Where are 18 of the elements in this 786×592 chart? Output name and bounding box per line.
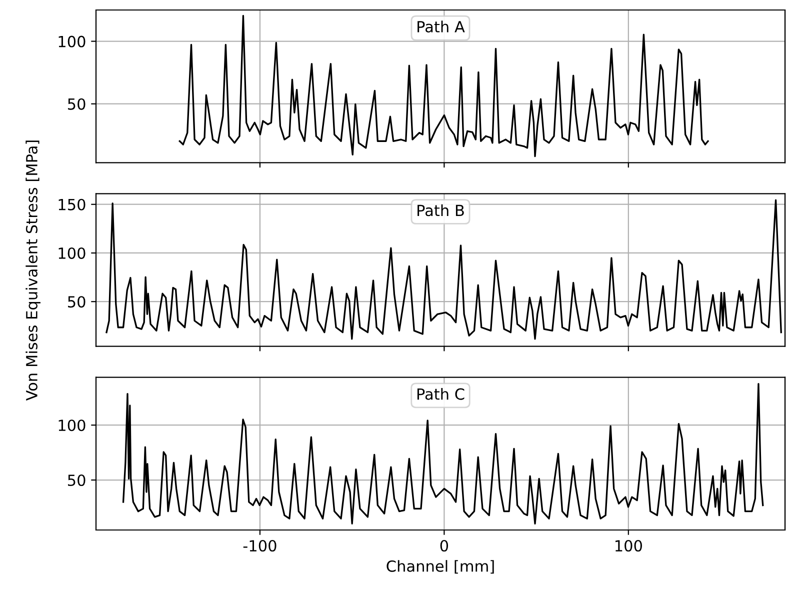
y-axis-title: Von Mises Equivalent Stress [MPa] [26, 140, 40, 401]
y-tick-label: 50 [68, 98, 86, 110]
x-tick-label: 100 [616, 540, 642, 552]
line-series [106, 199, 782, 340]
text: Path B [418, 204, 464, 216]
line-series [178, 14, 709, 158]
y-tick-label: 100 [58, 247, 86, 260]
y-tick-label: 100 [58, 36, 86, 48]
x-tick-label: 0 [440, 540, 448, 552]
y-tick-label: 50 [68, 296, 86, 308]
y-tick-label: 50 [68, 474, 86, 486]
y-tick-label: 100 [58, 420, 86, 432]
text: Path A [418, 20, 465, 33]
text: Path C [417, 388, 464, 400]
x-tick-label: -100 [243, 540, 276, 552]
line-series [122, 382, 764, 524]
x-axis-title: Channel [mm] [386, 560, 494, 574]
y-tick-label: 150 [58, 198, 86, 210]
